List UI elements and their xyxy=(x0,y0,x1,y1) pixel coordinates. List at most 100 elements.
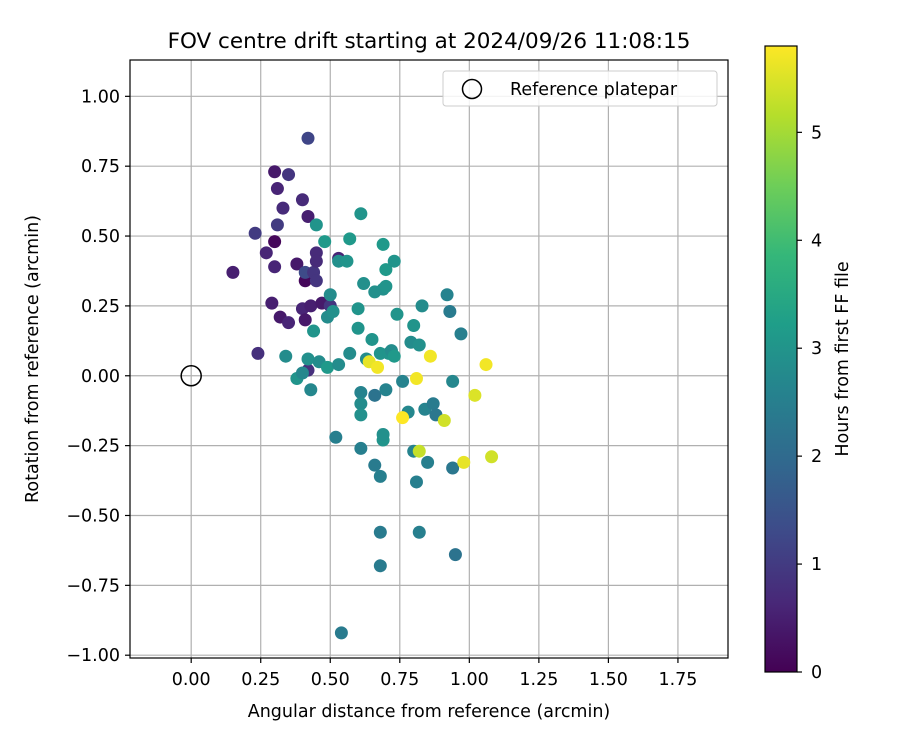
data-point xyxy=(368,388,382,402)
y-axis-label: Rotation from reference (arcmin) xyxy=(23,215,43,503)
y-tick-label: 0.25 xyxy=(81,297,120,317)
data-point xyxy=(409,475,423,489)
data-point xyxy=(440,288,454,302)
colorbar-tick-label: 4 xyxy=(811,231,822,251)
data-point xyxy=(412,444,426,458)
data-point xyxy=(387,254,401,268)
data-point xyxy=(446,374,460,388)
data-point xyxy=(423,349,437,363)
data-point xyxy=(343,346,357,360)
y-axis-ticks: −1.00 −0.75 −0.50 −0.25 0.00 0.25 0.50 0.75 1.00 xyxy=(66,87,130,666)
reference-platepar-marker xyxy=(180,365,202,387)
data-point xyxy=(248,226,262,240)
legend-reference-marker-icon xyxy=(461,78,483,100)
chart-title: FOV centre drift starting at 2024/09/26 … xyxy=(168,29,691,54)
x-tick-label: 0.25 xyxy=(241,670,280,690)
x-tick-label: 1.25 xyxy=(519,670,558,690)
data-point xyxy=(412,525,426,539)
data-point xyxy=(421,455,435,469)
y-tick-label: −0.50 xyxy=(66,506,120,526)
colorbar-tick-label: 1 xyxy=(811,555,822,575)
data-point xyxy=(251,346,265,360)
data-point xyxy=(357,277,371,291)
data-point xyxy=(301,131,315,145)
data-point xyxy=(376,427,390,441)
data-point xyxy=(371,360,385,374)
data-point xyxy=(396,411,410,425)
data-point xyxy=(415,299,429,313)
data-point xyxy=(329,430,343,444)
y-tick-label: 0.50 xyxy=(81,227,120,247)
data-point xyxy=(468,388,482,402)
data-point xyxy=(276,201,290,215)
data-point xyxy=(351,302,365,316)
data-point xyxy=(373,559,387,573)
legend-box xyxy=(442,70,718,107)
x-tick-label: 1.50 xyxy=(589,670,628,690)
x-axis-label: Angular distance from reference (arcmin) xyxy=(248,702,611,722)
data-point xyxy=(365,332,379,346)
data-point xyxy=(409,372,423,386)
x-tick-label: 1.00 xyxy=(450,670,489,690)
data-point xyxy=(301,352,315,366)
data-point xyxy=(304,383,318,397)
data-point xyxy=(318,235,332,249)
x-tick-label: 1.75 xyxy=(658,670,697,690)
colorbar-tick-label: 3 xyxy=(811,339,822,359)
data-point xyxy=(268,165,282,179)
data-point xyxy=(354,386,368,400)
colorbar: 0 1 2 3 4 5 Hours from first FF file xyxy=(764,45,853,683)
y-tick-label: −0.25 xyxy=(66,437,120,457)
data-point xyxy=(307,324,321,338)
data-point xyxy=(485,450,499,464)
y-tick-label: 1.00 xyxy=(81,87,120,107)
data-point xyxy=(379,383,393,397)
data-point xyxy=(282,316,296,330)
data-point xyxy=(354,207,368,221)
data-points xyxy=(226,131,499,640)
data-point xyxy=(407,318,421,332)
data-point xyxy=(226,265,240,279)
x-axis-ticks: 0.00 0.25 0.50 0.75 1.00 1.25 1.50 1.75 xyxy=(172,658,697,690)
data-point xyxy=(279,349,293,363)
legend: Reference platepar xyxy=(442,70,718,107)
data-point xyxy=(443,304,457,318)
data-point xyxy=(309,274,323,288)
data-point xyxy=(390,307,404,321)
data-point xyxy=(343,232,357,246)
data-point xyxy=(379,263,393,277)
x-tick-label: 0.75 xyxy=(380,670,419,690)
data-point xyxy=(295,366,309,380)
colorbar-tick-label: 0 xyxy=(811,663,822,683)
y-tick-label: −1.00 xyxy=(66,646,120,666)
data-point xyxy=(298,313,312,327)
data-point xyxy=(309,218,323,232)
data-point xyxy=(301,209,315,223)
data-point xyxy=(290,257,304,271)
data-point xyxy=(437,413,451,427)
data-point xyxy=(479,358,493,372)
data-point xyxy=(351,321,365,335)
plot-frame xyxy=(129,59,729,659)
data-point xyxy=(270,218,284,232)
data-point xyxy=(368,458,382,472)
grid xyxy=(130,60,728,658)
data-point xyxy=(448,548,462,562)
data-point xyxy=(373,525,387,539)
y-tick-label: 0.75 xyxy=(81,157,120,177)
data-point xyxy=(387,349,401,363)
data-point xyxy=(304,299,318,313)
data-point xyxy=(396,374,410,388)
data-point xyxy=(376,237,390,251)
colorbar-label: Hours from first FF file xyxy=(833,261,853,456)
data-point xyxy=(270,182,284,196)
data-point xyxy=(282,168,296,182)
data-point xyxy=(323,288,337,302)
data-point xyxy=(354,397,368,411)
x-tick-label: 0.00 xyxy=(172,670,211,690)
colorbar-gradient xyxy=(764,45,798,673)
data-point xyxy=(446,461,460,475)
colorbar-tick-label: 5 xyxy=(811,123,822,143)
